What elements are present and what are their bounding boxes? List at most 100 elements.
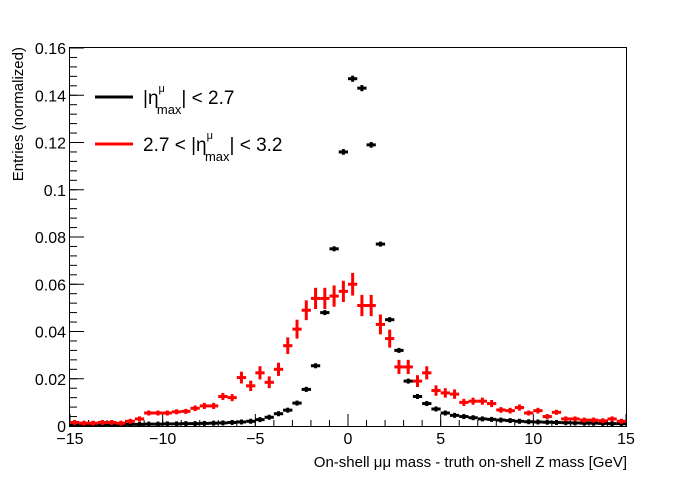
y-tick-label: 0.02	[35, 372, 66, 389]
data-point	[70, 419, 80, 425]
x-tick-label: −15	[56, 431, 83, 448]
data-point	[459, 414, 469, 420]
data-point	[394, 359, 404, 375]
data-point	[505, 407, 515, 414]
data-point	[153, 421, 163, 426]
data-point	[264, 414, 274, 420]
tick-labels: −15 −10 −5 0 5 10 15 0 0.02 0.04 0.06 0.08 0.1 0.12 0.…	[35, 41, 635, 448]
data-point	[329, 285, 339, 307]
x-tick-label: 5	[436, 431, 445, 448]
data-point	[348, 75, 358, 82]
data-point	[440, 388, 450, 398]
data-point	[320, 287, 330, 310]
data-point	[97, 419, 108, 425]
data-point	[533, 407, 543, 414]
legend: |ημ max| < 2.7 2.7 < |ημ max| < 3.2	[95, 83, 283, 164]
data-point	[533, 419, 543, 425]
data-point	[310, 363, 321, 369]
data-point	[320, 310, 330, 316]
legend-label-2: 2.7 < |ημ max| < 3.2	[143, 130, 283, 164]
data-point	[338, 149, 348, 155]
data-point	[403, 378, 413, 384]
data-point	[385, 329, 395, 348]
data-point	[487, 416, 497, 422]
data-point	[283, 407, 293, 413]
data-point	[431, 385, 441, 396]
data-point	[449, 389, 460, 399]
data-point	[477, 397, 487, 405]
y-tick-label: 0.04	[35, 325, 66, 342]
data-point	[598, 418, 608, 424]
data-point	[412, 375, 423, 388]
y-tick-label: 0.06	[35, 277, 66, 294]
data-point	[607, 421, 617, 426]
series-red-points	[70, 272, 626, 426]
y-tick-label: 0.14	[35, 88, 66, 105]
data-point	[79, 420, 89, 426]
data-point	[422, 401, 432, 407]
data-point	[125, 418, 135, 424]
data-point	[171, 409, 182, 415]
data-point	[607, 416, 617, 422]
data-point	[459, 398, 469, 406]
data-point	[246, 380, 256, 392]
data-point	[116, 420, 126, 426]
data-point	[162, 421, 172, 426]
data-point	[542, 419, 552, 425]
data-point	[246, 418, 256, 424]
data-point	[190, 421, 200, 426]
data-point	[218, 392, 228, 401]
data-point	[255, 366, 265, 380]
data-point	[468, 397, 478, 405]
data-point	[171, 421, 182, 426]
data-point	[570, 416, 580, 422]
data-point	[375, 314, 386, 335]
data-point	[283, 337, 293, 354]
data-point	[227, 419, 237, 425]
y-tick-label: 0.12	[35, 136, 66, 153]
data-point	[412, 393, 423, 399]
data-point	[227, 394, 237, 402]
data-point	[375, 241, 386, 247]
data-point	[199, 420, 209, 426]
y-tick-label: 0.16	[35, 41, 66, 58]
data-point	[134, 416, 145, 422]
data-point	[255, 417, 265, 423]
data-point	[236, 371, 247, 384]
data-point	[422, 366, 432, 380]
series-black-points	[70, 75, 626, 427]
data-point	[209, 420, 219, 426]
data-point	[144, 421, 154, 426]
data-point	[181, 408, 191, 414]
data-point	[542, 414, 552, 420]
x-tick-label: −5	[246, 431, 264, 448]
data-point	[134, 421, 145, 426]
data-point	[551, 419, 562, 425]
data-point	[181, 421, 191, 426]
data-point	[199, 402, 209, 409]
data-point	[107, 419, 117, 425]
data-point	[366, 294, 376, 317]
data-point	[264, 376, 274, 389]
legend-label-1: |ημ max| < 2.7	[143, 83, 234, 117]
y-axis-label: Entries (normalized)	[10, 47, 27, 181]
x-tick-label: 0	[344, 431, 353, 448]
data-point	[561, 416, 571, 422]
data-point	[310, 287, 321, 310]
data-point	[144, 410, 154, 416]
plot-frame	[69, 47, 627, 427]
data-point	[190, 405, 200, 412]
data-point	[496, 407, 506, 413]
data-point	[357, 85, 367, 92]
y-tick-label: 0.1	[44, 183, 66, 200]
data-point	[496, 417, 506, 423]
x-axis-label: On-shell μμ mass - truth on-shell Z mass…	[314, 454, 627, 471]
data-point	[468, 415, 478, 421]
data-point	[292, 319, 302, 339]
data-point	[338, 280, 348, 302]
data-point	[449, 412, 460, 418]
data-point	[218, 420, 228, 426]
data-point	[301, 300, 311, 321]
